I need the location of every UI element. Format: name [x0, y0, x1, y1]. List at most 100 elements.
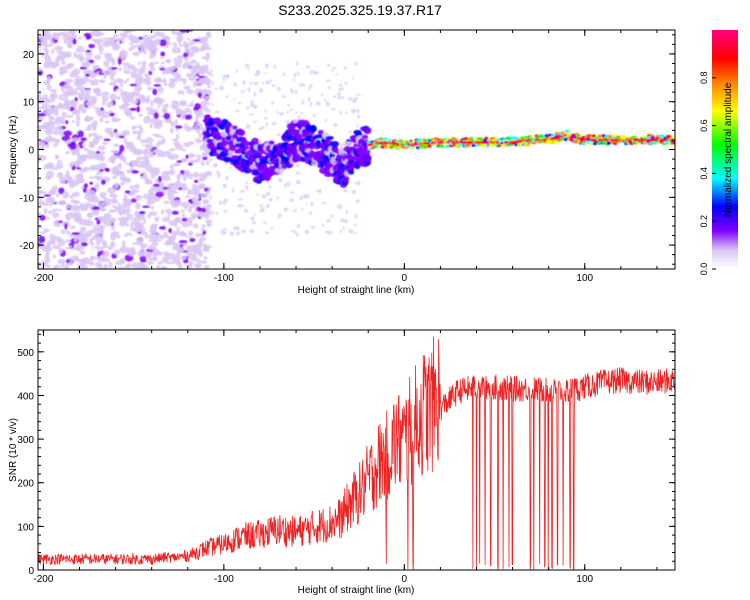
noise-blob: [351, 108, 357, 114]
noise-blob: [176, 58, 183, 64]
noise-blob: [66, 170, 70, 176]
noise-blob: [131, 170, 140, 174]
noise-blob: [101, 216, 107, 224]
noise-blob: [119, 104, 128, 108]
signal-blob: [672, 136, 675, 140]
noise-blob: [119, 216, 127, 224]
noise-blob: [83, 264, 88, 269]
noise-blob: [112, 117, 121, 122]
noise-blob: [251, 220, 256, 225]
noise-blob: [98, 51, 104, 55]
noise-blob: [195, 258, 200, 263]
noise-blob: [124, 177, 131, 184]
noise-blob: [200, 227, 205, 232]
noise-blob: [130, 223, 134, 229]
noise-blob: [201, 224, 207, 228]
signal-blob: [382, 137, 388, 141]
noise-blob: [305, 194, 310, 199]
noise-blob: [279, 112, 284, 116]
noise-blob: [122, 209, 126, 216]
noise-blob: [215, 211, 218, 215]
noise-blob: [64, 83, 70, 89]
noise-blob: [94, 232, 100, 237]
noise-blob: [80, 85, 85, 91]
colorbar-tick-label: 0.6: [699, 119, 709, 132]
noise-blob: [347, 97, 353, 101]
noise-blob: [175, 125, 183, 129]
noise-blob: [140, 259, 147, 263]
noise-blob: [168, 148, 176, 152]
noise-blob: [194, 117, 199, 125]
noise-blob: [295, 111, 298, 114]
noise-blob: [290, 87, 293, 93]
noise-blob: [99, 116, 104, 123]
noise-blob: [200, 67, 207, 75]
noise-blob: [163, 200, 170, 204]
noise-blob: [176, 54, 185, 60]
noise-blob: [184, 107, 190, 114]
noise-blob: [231, 187, 235, 193]
noise-blob: [309, 70, 312, 74]
signal-blob: [576, 133, 581, 138]
noise-blob: [146, 116, 151, 119]
noise-blob: [58, 94, 63, 101]
signal-blob: [427, 144, 432, 148]
noise-blob: [289, 197, 294, 203]
noise-blob: [337, 95, 341, 100]
noise-blob: [118, 79, 124, 84]
noise-blob: [142, 34, 150, 42]
noise-blob: [282, 72, 286, 77]
noise-blob: [92, 65, 99, 70]
noise-blob: [176, 160, 183, 163]
x-tick-label: 100: [576, 273, 593, 284]
noise-blob: [69, 74, 78, 78]
noise-blob: [93, 174, 100, 180]
noise-blob: [270, 226, 274, 230]
signal-blob: [564, 129, 570, 133]
noise-blob: [38, 113, 46, 117]
noise-blob: [138, 210, 146, 215]
noise-blob: [285, 181, 291, 187]
noise-blob: [139, 255, 147, 261]
noise-blob: [58, 104, 68, 110]
noise-blob: [165, 43, 169, 49]
noise-blob: [233, 98, 236, 101]
noise-blob: [142, 150, 150, 155]
signal-blob: [330, 140, 340, 147]
signal-blob: [550, 133, 556, 137]
noise-blob: [129, 116, 136, 120]
noise-blob: [88, 260, 94, 266]
noise-blob: [236, 231, 240, 236]
noise-blob: [109, 132, 115, 138]
noise-blob: [292, 78, 296, 82]
signal-blob: [439, 144, 445, 148]
noise-blob: [68, 245, 72, 249]
signal-blob: [223, 156, 232, 163]
signal-blob: [588, 142, 594, 146]
signal-blob: [520, 137, 526, 141]
noise-blob: [145, 137, 154, 144]
noise-blob: [159, 39, 167, 47]
noise-blob: [124, 190, 131, 194]
noise-blob: [180, 201, 190, 209]
noise-blob: [164, 125, 173, 129]
noise-blob: [43, 194, 52, 197]
noise-blob: [102, 266, 109, 269]
noise-blob: [143, 251, 152, 258]
noise-blob: [177, 90, 181, 95]
noise-blob: [45, 84, 52, 91]
noise-blob: [229, 164, 232, 170]
noise-blob: [77, 130, 84, 138]
snr-x-axis: -200 -100 0 100: [33, 330, 658, 585]
noise-blob: [162, 77, 167, 83]
noise-blob: [106, 53, 113, 59]
noise-blob: [143, 264, 149, 269]
noise-blob: [186, 245, 190, 252]
noise-blob: [264, 71, 267, 75]
noise-blob: [179, 249, 185, 253]
noise-blob: [184, 56, 189, 62]
noise-blob: [94, 58, 98, 66]
noise-blob: [167, 152, 174, 160]
noise-blob: [108, 198, 117, 202]
signal-blob: [309, 124, 317, 132]
